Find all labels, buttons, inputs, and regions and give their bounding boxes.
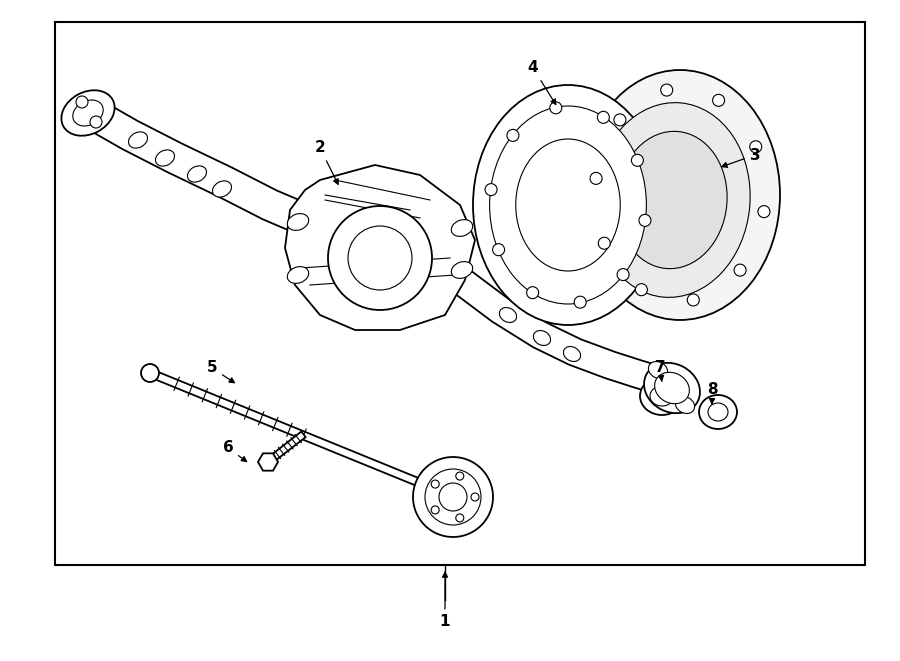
Circle shape [485,184,497,196]
Ellipse shape [580,70,780,320]
Ellipse shape [640,377,684,415]
Circle shape [758,206,770,217]
Ellipse shape [61,91,114,136]
Ellipse shape [473,85,663,325]
Circle shape [348,226,412,290]
Circle shape [639,214,651,227]
Circle shape [507,130,519,141]
Ellipse shape [451,262,472,278]
Polygon shape [452,269,662,393]
Ellipse shape [516,139,620,271]
Text: 1: 1 [440,572,450,629]
Circle shape [614,114,626,126]
Circle shape [734,264,746,276]
Circle shape [439,483,467,511]
Circle shape [431,480,439,488]
Circle shape [526,287,538,299]
Ellipse shape [187,166,206,182]
Polygon shape [154,371,427,488]
Ellipse shape [156,150,175,166]
Circle shape [550,102,562,114]
Circle shape [713,95,725,106]
Ellipse shape [650,386,674,406]
Text: 8: 8 [706,383,717,404]
Circle shape [590,173,602,184]
Ellipse shape [654,372,689,404]
Ellipse shape [212,181,231,197]
Text: 5: 5 [207,360,235,383]
Ellipse shape [594,102,751,297]
Circle shape [617,268,629,280]
Ellipse shape [500,307,517,323]
Circle shape [750,141,761,153]
Circle shape [661,84,672,96]
Ellipse shape [616,132,727,268]
Circle shape [425,469,481,525]
Circle shape [471,493,479,501]
Text: 2: 2 [315,141,338,184]
Text: 4: 4 [527,61,556,104]
Ellipse shape [708,403,728,421]
Circle shape [688,294,699,306]
Ellipse shape [675,397,695,414]
Circle shape [328,206,432,310]
Ellipse shape [534,330,551,346]
Ellipse shape [563,346,580,362]
Ellipse shape [648,362,668,379]
Polygon shape [285,165,475,330]
Ellipse shape [287,214,309,231]
Circle shape [90,116,102,128]
Circle shape [635,284,647,295]
Circle shape [76,96,88,108]
Circle shape [431,506,439,514]
Ellipse shape [451,219,472,237]
Polygon shape [266,432,306,465]
Ellipse shape [699,395,737,429]
Ellipse shape [644,363,700,413]
Bar [55,22,865,565]
Circle shape [632,154,644,167]
Circle shape [455,514,464,522]
Text: 3: 3 [722,147,760,167]
Text: 7: 7 [654,360,665,381]
Polygon shape [87,101,342,249]
Ellipse shape [287,266,309,284]
Ellipse shape [490,106,646,304]
Circle shape [598,237,610,249]
Ellipse shape [73,100,104,126]
Ellipse shape [129,132,148,148]
Circle shape [598,111,609,124]
Circle shape [455,472,464,480]
Circle shape [492,244,505,256]
Circle shape [413,457,493,537]
Text: 6: 6 [222,440,247,461]
Circle shape [574,296,586,308]
Circle shape [141,364,159,382]
